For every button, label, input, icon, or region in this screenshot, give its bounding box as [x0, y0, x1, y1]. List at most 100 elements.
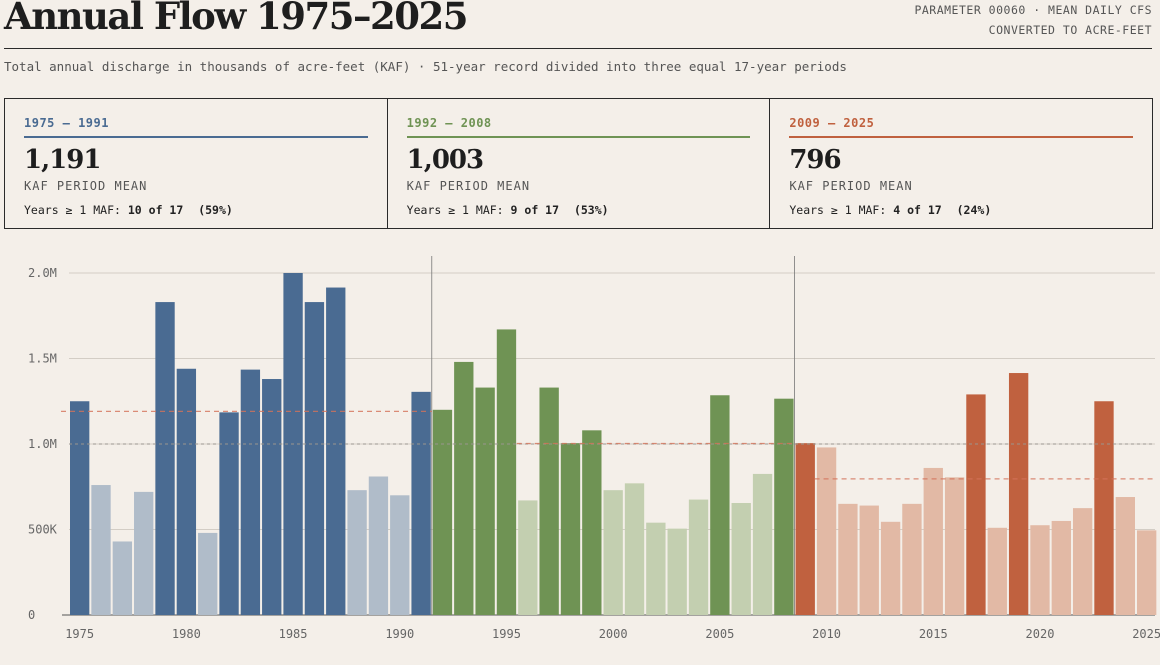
- bar-2000: [603, 490, 623, 615]
- bar-1995: [496, 329, 517, 615]
- bar-2007: [752, 473, 773, 615]
- conversion-line: CONVERTED TO ACRE-FEET: [988, 23, 1152, 37]
- bar-2017: [966, 394, 986, 615]
- period-accent-line: [406, 136, 751, 138]
- bar-1997: [539, 387, 559, 615]
- bar-1986: [304, 302, 325, 615]
- y-tick-label: 1.5M: [28, 352, 57, 366]
- period-card-2: 1992 – 2008 1,003 KAF PERIOD MEAN Years …: [388, 99, 771, 228]
- bar-1976: [91, 485, 111, 615]
- bar-2013: [880, 521, 901, 615]
- bar-1988: [347, 490, 367, 615]
- years-prefix: Years ≥ 1 MAF:: [24, 203, 121, 217]
- bar-1983: [240, 369, 261, 615]
- bar-1989: [368, 476, 389, 615]
- years-prefix: Years ≥ 1 MAF:: [406, 203, 504, 217]
- bar-1979: [155, 302, 175, 615]
- bar-2022: [1072, 508, 1093, 615]
- bar-1999: [582, 430, 602, 615]
- bar-1991: [411, 391, 431, 615]
- bar-1994: [475, 387, 495, 615]
- period-accent-line: [789, 136, 1134, 138]
- bar-2008: [774, 398, 794, 615]
- bar-2015: [923, 467, 943, 615]
- years-above-threshold: Years ≥ 1 MAF: 10 of 17 (59%): [24, 203, 233, 217]
- bar-2001: [624, 483, 645, 615]
- bar-2014: [902, 503, 922, 615]
- bar-1998: [560, 443, 581, 615]
- bar-2011: [838, 503, 858, 615]
- period-mean-unit: KAF PERIOD MEAN: [789, 179, 913, 193]
- period-card-3: 2009 – 2025 796 KAF PERIOD MEAN Years ≥ …: [770, 99, 1152, 228]
- bar-1992: [432, 409, 453, 615]
- bar-1990: [390, 495, 410, 615]
- period-label: 1992 – 2008: [406, 116, 492, 130]
- period-mean-value: 1,003: [406, 145, 484, 175]
- bar-1993: [454, 361, 474, 615]
- years-count: 10 of 17: [127, 203, 184, 217]
- x-tick-label: 2010: [812, 627, 841, 641]
- bar-2021: [1051, 520, 1071, 615]
- years-above-threshold: Years ≥ 1 MAF: 4 of 17 (24%): [789, 203, 991, 217]
- period-label: 1975 – 1991: [24, 116, 109, 130]
- bar-2025: [1137, 530, 1157, 615]
- x-tick-label: 2015: [919, 627, 948, 641]
- bar-2004: [688, 499, 709, 615]
- period-mean-value: 1,191: [24, 145, 101, 175]
- bar-2012: [859, 505, 879, 615]
- y-tick-label: 2.0M: [28, 266, 57, 280]
- years-count: 9 of 17: [510, 203, 560, 217]
- years-percent: (59%): [198, 203, 233, 217]
- bar-2006: [731, 502, 751, 615]
- bar-1984: [262, 379, 282, 615]
- period-card-1: 1975 – 1991 1,191 KAF PERIOD MEAN Years …: [5, 99, 388, 228]
- bar-2003: [667, 528, 687, 615]
- parameter-line: PARAMETER 00060 · MEAN DAILY CFS: [914, 3, 1152, 17]
- y-tick-label: 500K: [28, 523, 58, 537]
- bar-1987: [326, 287, 346, 615]
- y-tick-label: 0: [28, 608, 35, 622]
- bar-2010: [816, 447, 837, 615]
- parameter-note: PARAMETER 00060 · MEAN DAILY CFS CONVERT…: [914, 0, 1152, 40]
- years-percent: (53%): [573, 203, 609, 217]
- bar-2016: [944, 477, 965, 615]
- years-above-threshold: Years ≥ 1 MAF: 9 of 17 (53%): [407, 203, 609, 217]
- years-percent: (24%): [956, 203, 992, 217]
- years-count: 4 of 17: [893, 203, 942, 217]
- x-tick-label: 2020: [1026, 627, 1055, 641]
- x-tick-label: 1990: [385, 627, 414, 641]
- bar-2005: [710, 395, 730, 615]
- x-tick-label: 1975: [65, 627, 94, 641]
- bar-2024: [1115, 497, 1135, 615]
- x-tick-label: 2005: [705, 627, 734, 641]
- bar-2023: [1094, 401, 1114, 615]
- x-tick-label: 2025: [1132, 627, 1160, 641]
- bar-2009: [795, 443, 815, 615]
- bar-2002: [646, 522, 666, 615]
- period-mean-unit: KAF PERIOD MEAN: [406, 179, 531, 193]
- years-prefix: Years ≥ 1 MAF:: [789, 203, 887, 217]
- header-rule: [4, 48, 1152, 49]
- period-accent-line: [24, 136, 368, 138]
- x-tick-label: 2000: [599, 627, 628, 641]
- y-tick-label: 1.0M: [28, 437, 57, 451]
- period-label: 2009 – 2025: [789, 116, 875, 130]
- period-summary-cards: 1975 – 1991 1,191 KAF PERIOD MEAN Years …: [4, 98, 1153, 229]
- bar-1975: [70, 401, 90, 615]
- annual-flow-bar-chart: 0 500K 1.0M 1.5M 2.0M 1975 1980 1985 1990 1995 200…: [28, 256, 1160, 641]
- bar-1981: [198, 532, 218, 615]
- bar-2019: [1008, 373, 1029, 615]
- bar-1977: [112, 541, 133, 615]
- page-title: Annual Flow 1975–2025: [4, 0, 469, 38]
- bar-1978: [134, 491, 154, 615]
- x-tick-label: 1995: [492, 627, 521, 641]
- period-mean-unit: KAF PERIOD MEAN: [24, 179, 148, 193]
- bar-2020: [1030, 525, 1050, 615]
- x-tick-label: 1980: [172, 627, 201, 641]
- x-tick-label: 1985: [279, 627, 308, 641]
- bar-1980: [176, 368, 197, 615]
- subtitle: Total annual discharge in thousands of a…: [4, 59, 847, 74]
- bar-1982: [219, 412, 239, 615]
- bar-1996: [518, 500, 538, 615]
- period-mean-value: 796: [789, 145, 841, 175]
